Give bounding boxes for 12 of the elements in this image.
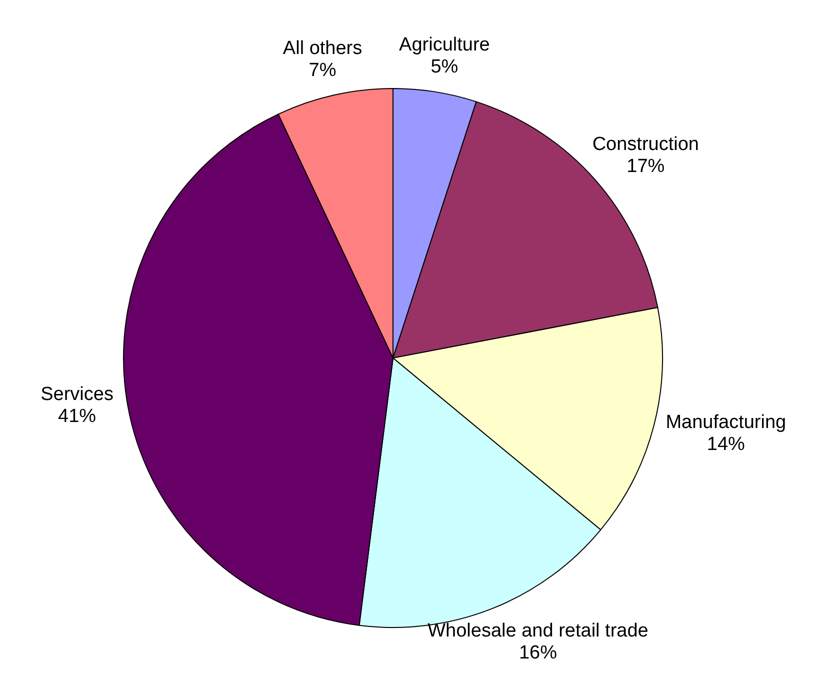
slice-label: All others: [282, 38, 362, 60]
slice-label: Manufacturing: [666, 412, 786, 434]
slice-label: Agriculture: [399, 34, 490, 56]
data-label: 14%: [706, 434, 746, 456]
data-label: 5%: [430, 56, 458, 78]
data-label: 41%: [58, 406, 96, 428]
slice-label: Services: [40, 384, 114, 406]
data-label: 7%: [308, 60, 336, 82]
data-label: 17%: [626, 156, 665, 178]
slice-label: Construction: [592, 134, 699, 156]
data-label: 16%: [518, 642, 558, 664]
slice-label: Wholesale and retail trade: [428, 620, 648, 642]
